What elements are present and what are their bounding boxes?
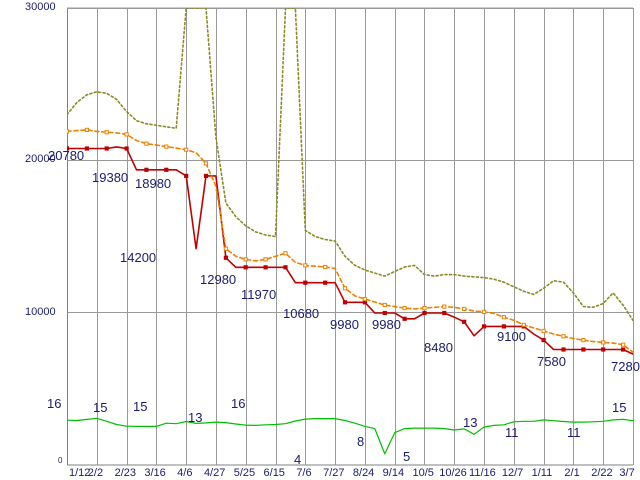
volume-label: 16	[231, 396, 246, 411]
x-tick-label: 2/2	[87, 467, 104, 479]
price-label: 19380	[92, 170, 129, 185]
series-price-olive-dotted	[67, 8, 633, 322]
volume-label: 16	[47, 396, 62, 411]
price-label: 20780	[48, 148, 85, 163]
price-label: 10680	[283, 306, 320, 321]
price-label: 8480	[424, 340, 453, 355]
x-tick-label: 12/7	[501, 467, 524, 479]
x-tick-label: 7/27	[323, 467, 345, 479]
x-tick-label: 4/6	[177, 467, 193, 479]
x-tick-label: 2/22	[591, 467, 613, 479]
y-tick-label: 20000	[25, 153, 56, 166]
x-tick-label: 10/5	[412, 467, 434, 479]
y-tick-label: 10000	[25, 305, 56, 318]
price-label: 9980	[372, 317, 401, 332]
x-tick-label: 2/1	[564, 467, 580, 479]
price-label: 11970	[241, 287, 277, 302]
price-label: 7280	[611, 359, 640, 374]
series-price-upper-orange	[67, 129, 633, 354]
volume-label: 15	[612, 400, 627, 415]
price-label: 9100	[497, 329, 526, 344]
x-tick-label: 1/12	[69, 467, 91, 479]
volume-label: 15	[93, 400, 108, 415]
y-tick-label: 0	[58, 456, 63, 465]
price-label: 12980	[200, 272, 237, 287]
x-tick-label: 1/11	[531, 467, 553, 479]
x-tick-label: 3/16	[144, 467, 166, 479]
volume-label: 13	[188, 410, 203, 425]
x-tick-label: 8/24	[352, 467, 375, 479]
series-price-main	[67, 146, 633, 355]
x-tick-label: 11/16	[469, 467, 496, 479]
price-label: 7580	[537, 354, 566, 369]
series-volume-green	[67, 417, 633, 455]
volume-label: 8	[357, 434, 365, 449]
x-tick-label: 2/23	[114, 467, 136, 479]
volume-label: 4	[294, 452, 302, 467]
gridlines	[67, 7, 634, 466]
price-label: 9980	[330, 317, 359, 332]
price-label: 14200	[120, 250, 157, 265]
x-tick-label: 5/25	[233, 467, 256, 479]
x-tick-label: 4/27	[203, 467, 226, 479]
x-tick-label: 7/6	[296, 467, 312, 479]
series-lines	[67, 8, 633, 455]
x-tick-label: 10/26	[439, 467, 467, 479]
volume-label: 11	[567, 425, 581, 440]
volume-label: 15	[133, 399, 148, 414]
volume-label: 11	[505, 425, 519, 440]
volume-label: 13	[463, 415, 478, 430]
x-tick-label: 3/7	[619, 467, 635, 479]
volume-label: 5	[403, 449, 411, 464]
y-tick-label: 30000	[25, 1, 56, 13]
x-tick-label: 6/15	[263, 467, 285, 479]
x-tick-label: 9/14	[382, 467, 405, 479]
price-label: 18980	[135, 176, 172, 191]
